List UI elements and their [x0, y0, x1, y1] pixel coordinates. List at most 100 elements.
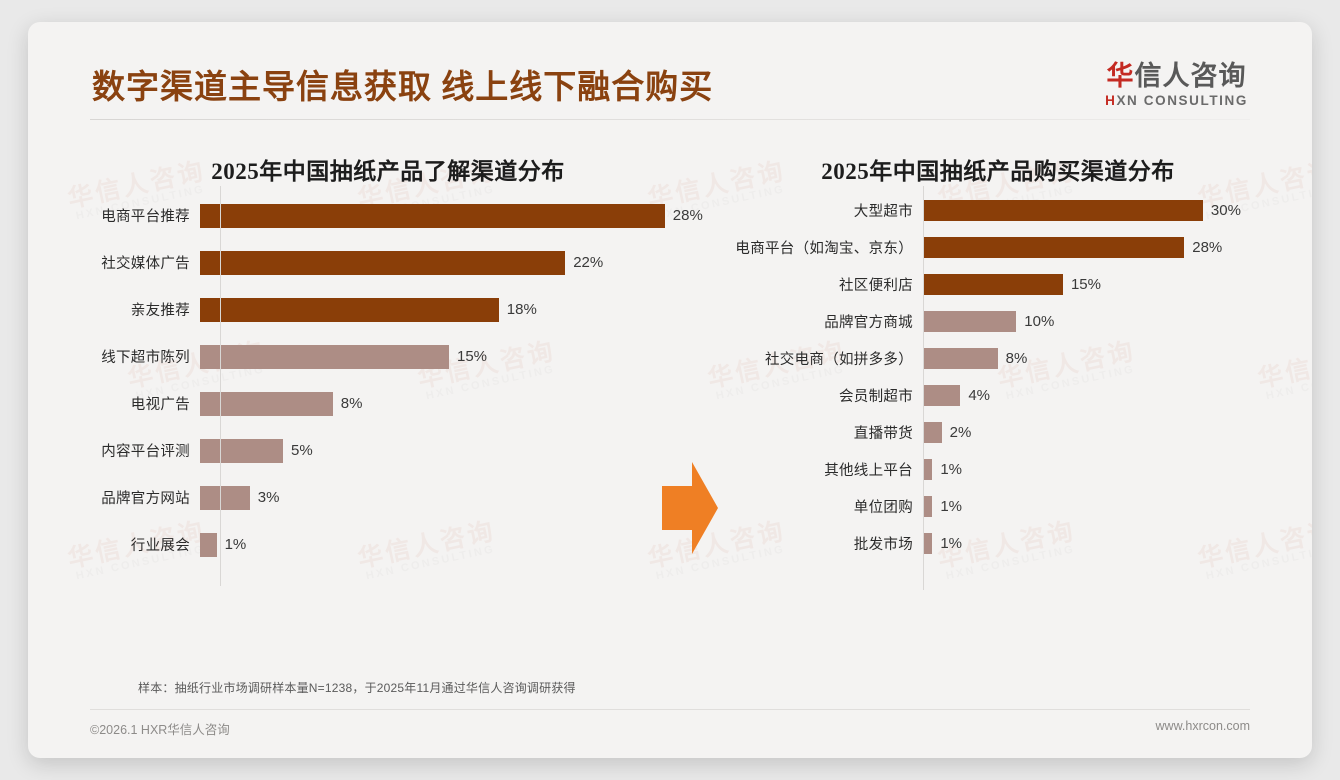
chart-value-label: 8% — [340, 395, 363, 412]
chart-bar — [923, 311, 1017, 332]
chart-category-label: 社区便利店 — [839, 278, 913, 294]
slide-header: 数字渠道主导信息获取 线上线下融合购买 华信人咨询 HXN CONSULTING — [28, 22, 1312, 120]
chart-row: 电商平台（如淘宝、京东） 28% — [718, 229, 1278, 266]
chart-category-label: 会员制超市 — [839, 389, 913, 405]
chart-value-label: 18% — [506, 301, 537, 318]
chart-row: 单位团购 1% — [718, 488, 1278, 525]
chart-category-label: 电商平台推荐 — [101, 209, 190, 225]
chart-category-label: 线下超市陈列 — [101, 350, 190, 366]
chart-row: 电视广告 8% — [68, 380, 708, 427]
chart-bar-wrap: 1% — [200, 532, 246, 557]
chart-row: 行业展会 1% — [68, 521, 708, 568]
chart-bar — [923, 385, 961, 406]
chart-row: 品牌官方商城 10% — [718, 303, 1278, 340]
company-logo: 华信人咨询 HXN CONSULTING — [1105, 61, 1248, 109]
chart-bar-wrap: 8% — [923, 348, 1027, 369]
chart-bar-wrap: 10% — [923, 311, 1054, 332]
chart-row: 会员制超市 4% — [718, 377, 1278, 414]
logo-english: HXN CONSULTING — [1105, 93, 1248, 108]
chart-bar-wrap: 8% — [200, 391, 363, 416]
chart-title-left: 2025年中国抽纸产品了解渠道分布 — [211, 159, 565, 184]
chart-category-label: 亲友推荐 — [130, 303, 190, 319]
chart-bar-wrap: 1% — [923, 496, 962, 517]
chart-bar — [923, 459, 933, 480]
chart-bar — [200, 532, 217, 557]
chart-category-label: 品牌官方商城 — [824, 315, 913, 331]
chart-row: 社区便利店 15% — [718, 266, 1278, 303]
chart-bar-wrap: 4% — [923, 385, 990, 406]
footer-divider — [90, 709, 1250, 710]
chart-bar-wrap: 5% — [200, 438, 313, 463]
chart-axis-right — [923, 186, 924, 590]
chart-category-label: 品牌官方网站 — [101, 491, 190, 507]
chart-row: 批发市场 1% — [718, 525, 1278, 562]
page-title: 数字渠道主导信息获取 线上线下融合购买 — [92, 70, 714, 106]
chart-value-label: 2% — [949, 424, 972, 441]
chart-value-label: 30% — [1210, 202, 1241, 219]
chart-value-label: 22% — [573, 254, 604, 271]
chart-value-label: 28% — [672, 207, 703, 224]
header-divider — [90, 119, 1250, 120]
logo-cn-rest: 信人咨询 — [1134, 61, 1247, 91]
logo-en-rest: XN CONSULTING — [1116, 93, 1248, 109]
chart-bar — [923, 200, 1203, 221]
chart-plot-left: 电商平台推荐 28% 社交媒体广告 22% 亲友推荐 18% 线下超市陈列 15% 电视广告 8%… — [68, 186, 708, 586]
slide-footer: ©2026.1 HXR华信人咨询 www.hxrcon.com — [90, 719, 1250, 738]
chart-bar-wrap: 28% — [923, 237, 1222, 258]
chart-category-label: 大型超市 — [853, 204, 913, 220]
chart-bar-wrap: 22% — [200, 250, 604, 275]
chart-bar-wrap: 15% — [200, 344, 488, 369]
flow-arrow-icon — [662, 462, 718, 554]
sample-footnote: 样本：抽纸行业市场调研样本量N=1238，于2025年11月通过华信人咨询调研获… — [138, 681, 576, 695]
chart-category-label: 直播带货 — [853, 426, 913, 442]
chart-bar — [923, 237, 1185, 258]
chart-bar — [200, 203, 665, 228]
chart-bar-wrap: 1% — [923, 459, 962, 480]
chart-category-label: 单位团购 — [853, 500, 913, 516]
chart-value-label: 28% — [1192, 239, 1223, 256]
chart-bar — [200, 344, 449, 369]
chart-row: 电商平台推荐 28% — [68, 192, 708, 239]
chart-row: 品牌官方网站 3% — [68, 474, 708, 521]
logo-en-highlight: H — [1105, 93, 1117, 109]
chart-bar-wrap: 28% — [200, 203, 703, 228]
footer-copyright: ©2026.1 HXR华信人咨询 — [90, 723, 230, 737]
chart-bar-wrap: 2% — [923, 422, 971, 443]
chart-bar — [200, 438, 283, 463]
chart-category-label: 批发市场 — [853, 537, 913, 553]
chart-row: 其他线上平台 1% — [718, 451, 1278, 488]
chart-value-label: 1% — [940, 535, 963, 552]
chart-bar-wrap: 30% — [923, 200, 1241, 221]
charts-area: 2025年中国抽纸产品了解渠道分布 电商平台推荐 28% 社交媒体广告 22% 亲友推荐… — [28, 152, 1312, 672]
chart-bar — [923, 274, 1063, 295]
chart-value-label: 1% — [940, 498, 963, 515]
chart-bar — [200, 250, 566, 275]
chart-row: 大型超市 30% — [718, 192, 1278, 229]
chart-value-label: 4% — [968, 387, 990, 404]
chart-bar — [200, 297, 499, 322]
chart-bar-wrap: 1% — [923, 533, 962, 554]
chart-value-label: 15% — [457, 348, 488, 365]
chart-category-label: 其他线上平台 — [824, 463, 913, 479]
chart-row: 线下超市陈列 15% — [68, 333, 708, 380]
chart-value-label: 3% — [257, 489, 280, 506]
chart-bar-wrap: 3% — [200, 485, 280, 510]
chart-category-label: 行业展会 — [130, 538, 190, 554]
chart-row: 亲友推荐 18% — [68, 286, 708, 333]
chart-bar-wrap: 18% — [200, 297, 537, 322]
chart-value-label: 15% — [1070, 276, 1101, 293]
chart-value-label: 5% — [291, 442, 313, 459]
chart-bar-wrap: 15% — [923, 274, 1101, 295]
chart-value-label: 10% — [1024, 313, 1055, 330]
chart-row: 社交电商（如拼多多） 8% — [718, 340, 1278, 377]
chart-category-label: 社交电商（如拼多多） — [765, 352, 913, 368]
chart-bar — [923, 496, 933, 517]
chart-bar — [923, 348, 998, 369]
chart-value-label: 8% — [1005, 350, 1028, 367]
footer-website: www.hxrcon.com — [1155, 719, 1250, 733]
chart-title-right: 2025年中国抽纸产品购买渠道分布 — [821, 159, 1175, 184]
chart-bar — [200, 485, 250, 510]
chart-category-label: 电视广告 — [130, 397, 190, 413]
chart-axis-left — [220, 186, 221, 586]
chart-value-label: 1% — [940, 461, 963, 478]
